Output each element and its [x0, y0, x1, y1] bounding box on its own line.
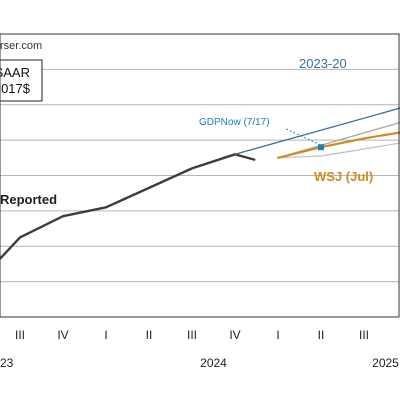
series-line-1: [234, 107, 400, 155]
gridlines: [0, 68, 399, 283]
x-tick-label: I: [276, 328, 279, 342]
x-year-label: 2024: [200, 356, 227, 370]
x-year-label: 2025: [372, 356, 399, 370]
source-text: rser.com: [0, 40, 42, 52]
units-box-line-1: 2017$: [0, 81, 31, 96]
series-label-forecast: 2023-20: [299, 56, 347, 71]
x-tick-label: III: [187, 328, 197, 342]
series-group: [0, 107, 400, 261]
x-tick-label: I: [104, 328, 107, 342]
series-line-0: [0, 153, 256, 261]
x-tick-label: III: [359, 328, 369, 342]
gdpnow-marker: [318, 144, 324, 151]
plot-frame: [0, 33, 400, 318]
x-year-label: 23: [0, 356, 14, 370]
units-box-line-0: SAAR: [0, 65, 30, 80]
gdpnow-label: GDPNow (7/17): [199, 117, 270, 128]
series-line-3: [277, 142, 400, 159]
x-tick-label: III: [15, 328, 25, 342]
x-tick-label: IV: [57, 328, 68, 342]
series-label-reported: Reported: [0, 192, 57, 207]
series-line-4: [276, 131, 400, 159]
x-tick-label: IV: [229, 328, 240, 342]
series-label-wsj: WSJ (Jul): [314, 169, 373, 184]
labels-group: rser.com SAAR2017$ 2023-20 Reported WSJ (Jul…: [0, 40, 373, 207]
x-tick-label: II: [318, 328, 325, 342]
units-box: [0, 59, 43, 102]
x-tick-label: II: [146, 328, 153, 342]
